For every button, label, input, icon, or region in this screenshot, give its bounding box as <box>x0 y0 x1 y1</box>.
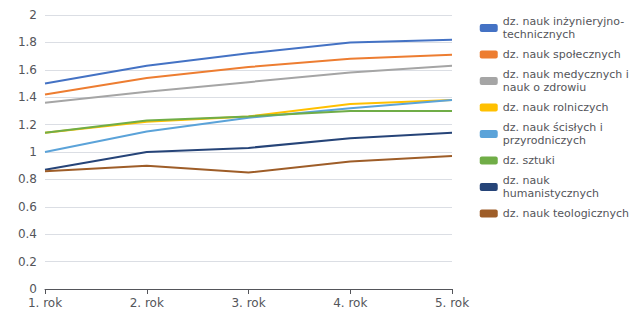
svg-text:0.6: 0.6 <box>18 200 37 214</box>
svg-text:dz. nauk rolniczych: dz. nauk rolniczych <box>503 101 609 114</box>
svg-text:dz. nauk społecznych: dz. nauk społecznych <box>503 48 621 61</box>
svg-text:nauk o zdrowiu: nauk o zdrowiu <box>503 81 587 94</box>
svg-text:0.8: 0.8 <box>18 172 37 186</box>
svg-text:1: 1 <box>29 145 37 159</box>
svg-text:dz. sztuki: dz. sztuki <box>503 154 555 167</box>
svg-text:1.8: 1.8 <box>18 35 37 49</box>
svg-text:5. rok: 5. rok <box>435 296 469 310</box>
svg-text:1.2: 1.2 <box>18 118 37 132</box>
svg-text:0: 0 <box>29 282 37 296</box>
svg-text:1.4: 1.4 <box>18 90 37 104</box>
svg-text:2: 2 <box>29 8 37 22</box>
svg-text:dz. nauk medycznych i: dz. nauk medycznych i <box>503 68 629 81</box>
svg-text:0.2: 0.2 <box>18 255 37 269</box>
svg-text:dz. nauk: dz. nauk <box>503 174 550 187</box>
svg-text:dz. nauk ścisłych i: dz. nauk ścisłych i <box>503 121 603 134</box>
svg-text:humanistycznych: humanistycznych <box>503 187 599 200</box>
svg-text:technicznych: technicznych <box>503 28 575 41</box>
svg-text:3. rok: 3. rok <box>231 296 265 310</box>
svg-text:dz. nauk inżynieryjno-: dz. nauk inżynieryjno- <box>503 15 624 28</box>
svg-text:dz. nauk teologicznych: dz. nauk teologicznych <box>503 207 629 220</box>
svg-text:0.4: 0.4 <box>18 227 37 241</box>
svg-text:4. rok: 4. rok <box>333 296 367 310</box>
svg-text:przyrodniczych: przyrodniczych <box>503 134 586 147</box>
svg-text:1. rok: 1. rok <box>28 296 62 310</box>
svg-text:1.6: 1.6 <box>18 63 37 77</box>
svg-text:2. rok: 2. rok <box>130 296 164 310</box>
